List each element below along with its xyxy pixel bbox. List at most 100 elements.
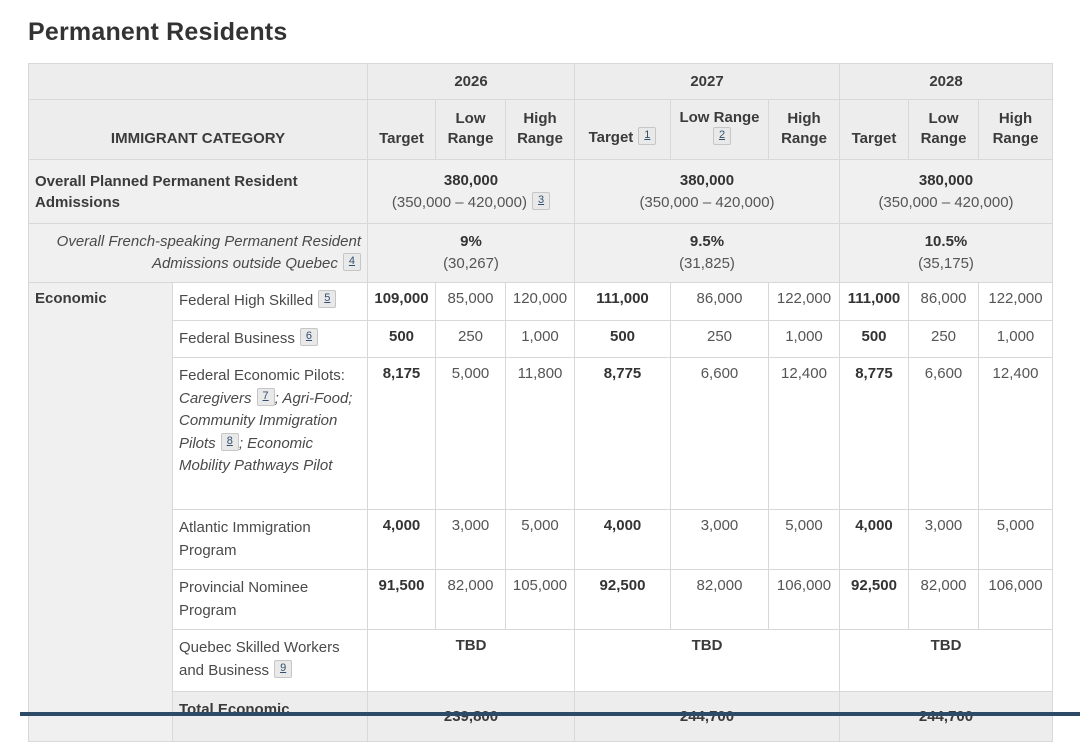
federal-economic-pilots-label: Federal Economic Pilots: Caregivers 7; Ag… [172, 357, 368, 510]
economic-group-label: Economic [28, 282, 173, 742]
fb-2026-high: 1,000 [505, 319, 575, 358]
aip-2026-low: 3,000 [435, 509, 506, 570]
footnote-link-5[interactable]: 5 [318, 290, 337, 308]
pilots-label-caregivers: Caregivers [179, 389, 252, 407]
federal-business-label-text: Federal Business [179, 329, 295, 347]
federal-high-skilled-label-text: Federal High Skilled [179, 292, 314, 309]
fhs-2028-high: 122,000 [978, 282, 1053, 321]
bottom-accent-line [20, 712, 1080, 716]
overall-2027-target: 380,000 [679, 172, 735, 189]
pnp-2028-low: 82,000 [908, 569, 979, 630]
provincial-nominee-row: Provincial Nominee Program 91,500 82,000… [29, 569, 1053, 630]
french-2027-count: (31,825) [679, 255, 735, 273]
quebec-label-text: Quebec Skilled Workers and Business [179, 639, 340, 679]
pilots-2027-high: 12,400 [768, 357, 840, 510]
quebec-2027-tbd: TBD [574, 629, 840, 692]
aip-2026-target: 4,000 [367, 509, 436, 570]
overall-2026-range: (350,000 – 420,000) [391, 193, 527, 211]
french-speaking-row: Overall French-speaking Permanent Reside… [28, 223, 1053, 283]
footnote-link-7[interactable]: 7 [256, 387, 275, 406]
aip-2027-target: 4,000 [574, 509, 671, 570]
aip-2027-low: 3,000 [670, 509, 769, 570]
pilots-2027-target: 8,775 [574, 357, 671, 510]
target-header-2026: Target [367, 98, 436, 161]
aip-2028-target: 4,000 [839, 509, 909, 570]
atlantic-immigration-label: Atlantic Immigration Program [172, 509, 368, 570]
federal-high-skilled-label: Federal High Skilled 5 [172, 282, 368, 321]
provincial-nominee-label: Provincial Nominee Program [172, 569, 368, 630]
footnote-link-4[interactable]: 4 [342, 253, 361, 271]
quebec-skilled-workers-label: Quebec Skilled Workers and Business 9 [172, 629, 368, 692]
fhs-2027-low: 86,000 [670, 282, 769, 321]
aip-2026-high: 5,000 [505, 509, 575, 570]
pilots-2027-low: 6,600 [670, 357, 769, 510]
french-2026-count: (30,267) [443, 255, 499, 273]
fb-2026-target: 500 [367, 319, 436, 358]
immigrant-category-header: IMMIGRANT CATEGORY [28, 98, 368, 161]
fb-2027-high: 1,000 [768, 319, 840, 358]
french-speaking-label: Overall French-speaking Permanent Reside… [28, 223, 368, 283]
french-2028-count: (35,175) [918, 255, 974, 273]
total-economic-2026: 239,800 [367, 691, 575, 742]
pnp-2028-target: 92,500 [839, 569, 909, 630]
french-2027-pct: 9.5% [689, 233, 725, 251]
overall-2028-target: 380,000 [918, 172, 974, 189]
footnote-link-3[interactable]: 3 [532, 191, 551, 210]
footnote-link-1[interactable]: 1 [638, 127, 657, 146]
pnp-2026-target: 91,500 [367, 569, 436, 630]
overall-admissions-row: Overall Planned Permanent Resident Admis… [28, 159, 1053, 225]
pilots-2028-target: 8,775 [839, 357, 909, 510]
quebec-2028-tbd: TBD [839, 629, 1053, 692]
pilots-2026-low: 5,000 [435, 357, 506, 510]
overall-2027-range: (350,000 – 420,000) [639, 193, 775, 211]
high-range-header-2027: High Range [768, 98, 840, 161]
aip-2028-low: 3,000 [908, 509, 979, 570]
high-range-header-2028: High Range [978, 98, 1053, 161]
fhs-2027-target: 111,000 [574, 282, 671, 321]
immigration-levels-table: 2026 2027 2028 IMMIGRANT CATEGORY Target… [28, 63, 1053, 742]
target-label: Target [588, 129, 634, 147]
fb-2027-target: 500 [574, 319, 671, 358]
fb-2026-low: 250 [435, 319, 506, 358]
total-economic-2027: 244,700 [574, 691, 840, 742]
federal-business-label: Federal Business 6 [172, 319, 368, 358]
french-2028-pct: 10.5% [924, 233, 968, 251]
total-economic-row: Total Economic 239,800 244,700 244,700 [29, 691, 1053, 742]
pilots-2026-high: 11,800 [505, 357, 575, 510]
page-title: Permanent Residents [28, 18, 288, 46]
pilots-label-middle: ; Agri-Food; Community Immigration Pilot… [179, 389, 353, 452]
pnp-2026-high: 105,000 [505, 569, 575, 630]
aip-2028-high: 5,000 [978, 509, 1053, 570]
federal-economic-pilots-row: Federal Economic Pilots: Caregivers 7; Ag… [29, 357, 1053, 510]
federal-business-row: Federal Business 6 500 250 1,000 500 250 … [29, 319, 1053, 358]
overall-2026-value: 380,000 (350,000 – 420,000) 3 [367, 159, 575, 225]
footnote-link-9[interactable]: 9 [274, 659, 293, 678]
pnp-2026-low: 82,000 [435, 569, 506, 630]
fhs-2026-high: 120,000 [505, 282, 575, 321]
pilots-label-prefix: Federal Economic Pilots: [179, 367, 345, 384]
pnp-2027-low: 82,000 [670, 569, 769, 630]
french-speaking-label-text: Overall French-speaking Permanent Reside… [56, 233, 361, 272]
footnote-link-2[interactable]: 2 [712, 127, 732, 146]
fhs-2026-low: 85,000 [435, 282, 506, 321]
footnote-link-6[interactable]: 6 [299, 327, 319, 346]
quebec-2026-tbd: TBD [367, 629, 575, 692]
fhs-2027-high: 122,000 [768, 282, 840, 321]
low-range-header-2026: Low Range [435, 98, 506, 161]
overall-2026-target: 380,000 [443, 171, 499, 189]
year-header-2027: 2027 [574, 63, 840, 100]
footnote-link-8[interactable]: 8 [220, 432, 239, 451]
fb-2027-low: 250 [670, 319, 769, 358]
overall-2027-value: 380,000 (350,000 – 420,000) [574, 159, 840, 225]
overall-2028-range: (350,000 – 420,000) [878, 193, 1014, 211]
pnp-2027-target: 92,500 [574, 569, 671, 630]
fhs-2028-low: 86,000 [908, 282, 979, 321]
high-range-header-2026: High Range [505, 98, 575, 161]
atlantic-immigration-row: Atlantic Immigration Program 4,000 3,000… [29, 509, 1053, 570]
low-range-header-2027: Low Range2 [670, 98, 769, 161]
fb-2028-low: 250 [908, 319, 979, 358]
aip-2027-high: 5,000 [768, 509, 840, 570]
year-header-2026: 2026 [367, 63, 575, 100]
year-header-2028: 2028 [839, 63, 1053, 100]
